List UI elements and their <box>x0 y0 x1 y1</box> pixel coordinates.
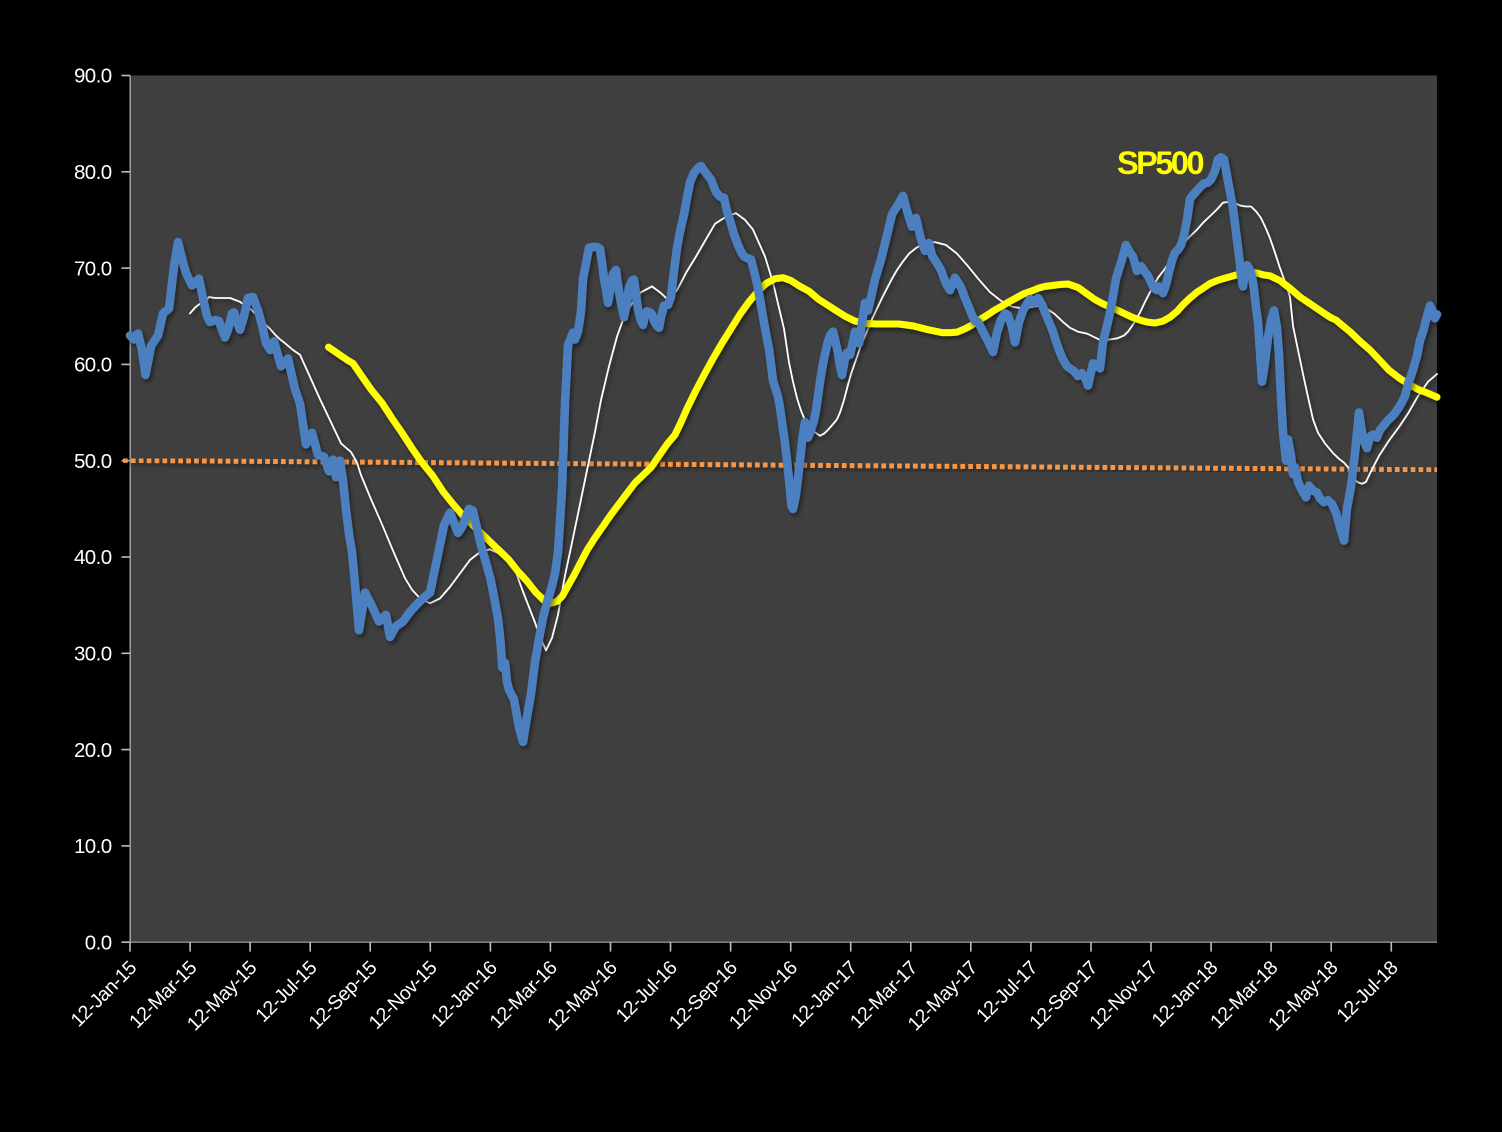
svg-text:0.0: 0.0 <box>85 931 112 954</box>
svg-text:70.0: 70.0 <box>74 257 112 280</box>
svg-text:80.0: 80.0 <box>74 161 112 184</box>
svg-text:90.0: 90.0 <box>74 65 112 88</box>
svg-text:30.0: 30.0 <box>74 643 112 666</box>
svg-text:50.0: 50.0 <box>74 450 112 473</box>
svg-text:60.0: 60.0 <box>74 354 112 377</box>
svg-text:40.0: 40.0 <box>74 546 112 569</box>
svg-text:20.0: 20.0 <box>74 739 112 762</box>
svg-text:SP500: SP500 <box>1117 145 1204 181</box>
svg-text:10.0: 10.0 <box>74 835 112 858</box>
